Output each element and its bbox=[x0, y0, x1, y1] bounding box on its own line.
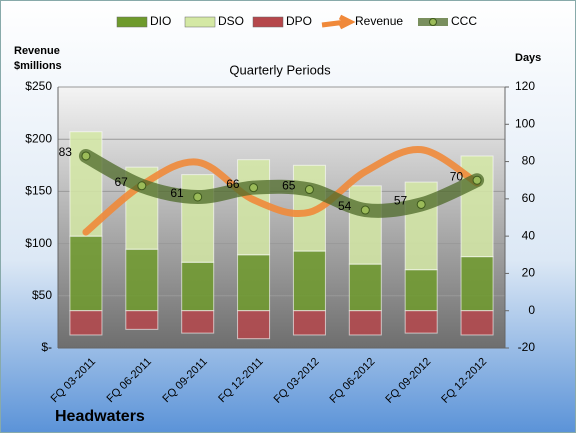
bar bbox=[348, 263, 382, 312]
point bbox=[137, 181, 147, 191]
bar bbox=[69, 310, 103, 336]
legend-swatch bbox=[252, 16, 284, 28]
legend-swatch bbox=[184, 16, 216, 28]
bar bbox=[237, 310, 271, 340]
legend-label: DPO bbox=[286, 14, 312, 28]
footer: Headwaters bbox=[55, 408, 145, 425]
y-tick-label: $100 bbox=[25, 236, 52, 250]
y2-tick-label: 100 bbox=[515, 116, 535, 130]
y2-tick-label: 40 bbox=[522, 228, 536, 242]
y2-tick-label: 0 bbox=[528, 303, 535, 317]
y-tick-label: $- bbox=[41, 340, 52, 354]
y-tick-label: $150 bbox=[25, 184, 52, 198]
bar bbox=[292, 310, 326, 336]
y2-tick-label: -20 bbox=[518, 340, 536, 354]
y2-tick-label: 80 bbox=[522, 154, 536, 168]
legend-swatch bbox=[116, 16, 148, 28]
data-label: 61 bbox=[170, 186, 184, 200]
point bbox=[416, 199, 426, 209]
legend-label: CCC bbox=[451, 14, 477, 28]
bar bbox=[460, 256, 494, 312]
data-label: 57 bbox=[394, 194, 408, 208]
bar bbox=[460, 310, 494, 336]
point bbox=[304, 185, 314, 195]
data-label: 83 bbox=[59, 145, 73, 159]
bar bbox=[181, 174, 215, 263]
y2-tick-label: 120 bbox=[515, 79, 535, 93]
bar bbox=[292, 250, 326, 312]
y-tick-label: $200 bbox=[25, 131, 52, 145]
point bbox=[472, 175, 482, 185]
legend-label: Revenue bbox=[355, 14, 403, 28]
point bbox=[193, 192, 203, 202]
point bbox=[249, 183, 259, 193]
legend-label: DSO bbox=[218, 14, 244, 28]
bar bbox=[348, 185, 382, 265]
legend-swatch bbox=[321, 14, 356, 30]
y2-axis-label: Days bbox=[515, 52, 541, 64]
plot-area bbox=[58, 87, 505, 348]
y-axis-label: Revenue $millions bbox=[14, 45, 62, 72]
bar bbox=[69, 235, 103, 312]
data-label: 65 bbox=[282, 179, 296, 193]
y2-tick-label: 20 bbox=[522, 266, 536, 280]
data-label: 66 bbox=[226, 177, 240, 191]
legend-swatch bbox=[429, 18, 437, 26]
bar bbox=[404, 269, 438, 312]
bar bbox=[348, 310, 382, 336]
bar bbox=[181, 310, 215, 334]
bar bbox=[125, 310, 159, 330]
bar bbox=[237, 254, 271, 312]
bar bbox=[181, 261, 215, 312]
point bbox=[360, 205, 370, 215]
data-label: 67 bbox=[114, 175, 128, 189]
data-label: 70 bbox=[450, 169, 464, 183]
legend-label: DIO bbox=[150, 14, 171, 28]
y-tick-label: $50 bbox=[32, 288, 52, 302]
y2-tick-label: 60 bbox=[522, 191, 536, 205]
bar bbox=[125, 248, 159, 312]
line bbox=[78, 148, 485, 218]
bar bbox=[404, 310, 438, 334]
chart-title: Quarterly Periods bbox=[229, 62, 331, 77]
y-tick-label: $250 bbox=[25, 79, 52, 93]
data-label: 54 bbox=[338, 199, 352, 213]
point bbox=[81, 151, 91, 161]
